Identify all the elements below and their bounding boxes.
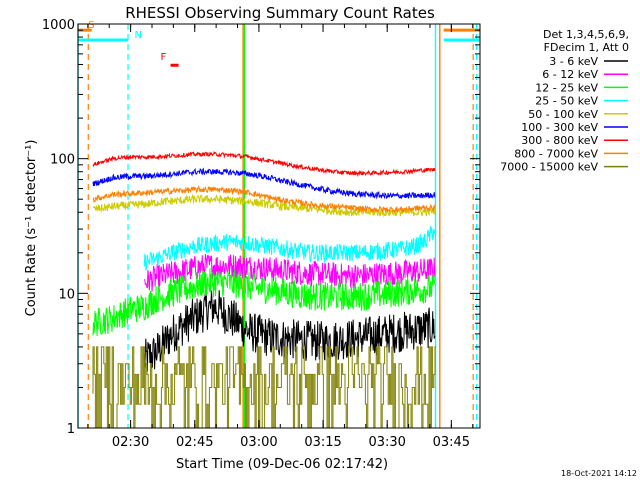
series-8 [92,346,437,429]
legend-entry-label: 100 - 300 keV [521,121,598,134]
legend-entry-label: 7000 - 15000 keV [500,161,598,174]
legend-entry-label: 25 - 50 keV [535,95,598,108]
legend-header-line: Det 1,3,4,5,6,9, [543,28,629,41]
y-tick-label: 1000 [42,18,75,33]
legend-entry-label: 800 - 7000 keV [514,147,598,160]
x-tick-label: 03:30 [368,435,405,450]
x-tick-label: 03:00 [240,435,277,450]
legend-entry-label: 12 - 25 keV [535,81,598,94]
x-tick-label: 03:15 [304,435,341,450]
plot-frame [77,23,481,429]
y-axis-label: Count Rate (s⁻¹ detector⁻¹) [24,140,39,317]
series-4 [92,193,436,218]
series-7 [92,185,436,214]
legend-entry-label: 3 - 6 keV [549,55,598,68]
chart-title: RHESSI Observing Summary Count Rates [125,4,435,22]
series-2 [92,268,436,337]
series-3 [143,226,436,271]
marker-f-label: F [161,52,167,63]
series-line [92,167,436,200]
series-line [92,346,437,429]
x-tick-label: 03:45 [433,435,470,450]
series-line [92,193,436,218]
series-line [143,253,436,292]
series-line [143,226,436,271]
axes-layer: 1 10 100 1000 02:30 02:45 03:00 03:15 03:30 03:45 [42,18,481,450]
legend-entry-label: 6 - 12 keV [542,68,598,81]
series-line [92,185,436,214]
marker-s-label: S [88,20,94,31]
legend-header-line: FDecim 1, Att 0 [544,41,629,54]
data-layer: S N F [77,20,480,429]
x-axis-label: Start Time (09-Dec-06 02:17:42) [176,457,388,472]
legend-entry-label: 300 - 800 keV [521,134,598,147]
footer-timestamp: 18-Oct-2021 14:12 [561,469,637,478]
series-1 [143,253,436,292]
series-line [92,150,436,178]
y-tick-label: 10 [58,287,75,302]
series-line [92,268,436,337]
marker-n-label: N [134,30,141,41]
x-tick-label: 02:45 [176,435,213,450]
series-5 [92,167,436,200]
series-line [143,290,436,372]
series-6 [92,150,436,178]
y-tick-label: 1 [67,422,75,437]
y-tick-label: 100 [50,153,75,168]
legend-entry-label: 50 - 100 keV [528,108,598,121]
x-tick-label: 02:30 [112,435,149,450]
legend: Det 1,3,4,5,6,9,FDecim 1, Att 03 - 6 keV… [500,28,629,174]
series-0 [143,290,436,372]
